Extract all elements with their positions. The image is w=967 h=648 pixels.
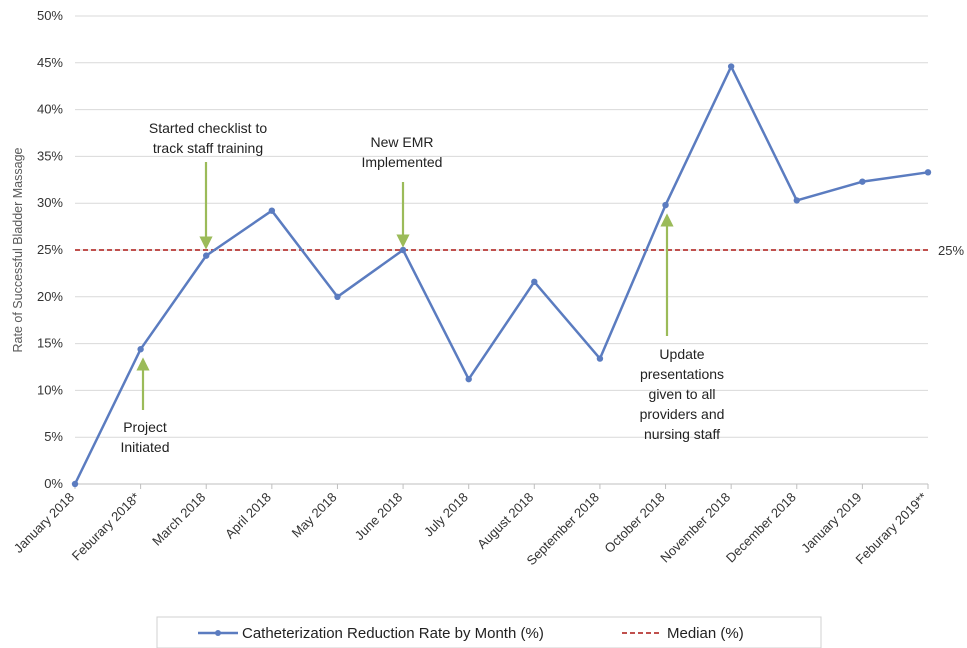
x-tick-label: Feburary 2019** — [853, 490, 931, 568]
data-point — [662, 201, 669, 209]
y-tick-label: 40% — [37, 102, 63, 117]
data-point — [399, 246, 407, 254]
y-tick-label: 20% — [37, 289, 63, 304]
data-point — [924, 169, 932, 176]
y-tick-label: 50% — [37, 8, 63, 23]
annotation-text: given to all — [649, 386, 716, 402]
x-tick-label: April 2018 — [222, 490, 274, 542]
annotation-text: nursing staff — [644, 426, 720, 442]
data-point — [268, 207, 276, 214]
y-axis-title: Rate of Successful Bladder Massage — [11, 147, 25, 352]
data-point — [137, 346, 144, 353]
x-tick-label: May 2018 — [289, 490, 340, 541]
annotation-text: Implemented — [362, 154, 443, 170]
annotation-text: Initiated — [120, 439, 169, 455]
legend-series-label: Catheterization Reduction Rate by Month … — [242, 625, 544, 642]
data-point — [465, 375, 472, 383]
legend-median-label: Median (%) — [667, 625, 744, 642]
y-tick-label: 35% — [37, 148, 63, 163]
x-tick-label: Feburary 2018* — [69, 490, 143, 564]
data-points — [71, 63, 932, 488]
data-point — [531, 278, 538, 286]
annotation-text: New EMR — [370, 134, 433, 150]
y-tick-label: 25% — [37, 242, 63, 257]
annotation-text: track staff training — [153, 140, 263, 156]
data-point — [71, 480, 79, 488]
data-point — [727, 63, 735, 70]
y-tick-label: 5% — [44, 429, 63, 444]
annotation-text: Project — [123, 419, 167, 435]
y-tick-label: 0% — [44, 476, 63, 491]
x-tick-label: January 2018 — [11, 490, 77, 556]
data-point — [859, 178, 866, 185]
gridlines — [75, 15, 928, 438]
series-line — [73, 65, 929, 485]
x-tick-label: July 2018 — [421, 490, 471, 540]
y-tick-label: 30% — [37, 195, 63, 210]
y-tick-label: 45% — [37, 55, 63, 70]
annotation-text: Started checklist to — [149, 120, 267, 136]
data-point — [334, 293, 341, 300]
annotation-text: presentations — [640, 366, 724, 382]
annotation-text: Update — [659, 346, 704, 362]
x-tick-label: January 2019 — [798, 490, 864, 556]
median-label: 25% — [938, 243, 964, 258]
x-tick-label: October 2018 — [601, 490, 667, 556]
y-axis-ticks: 0% 5% 10% 15% 20% 25% 30% 35% 40% 45% 50% — [37, 8, 63, 491]
x-tick-label: November 2018 — [657, 490, 733, 566]
legend-series-marker — [215, 630, 221, 636]
x-tick-label: August 2018 — [474, 490, 536, 552]
data-point — [793, 197, 800, 204]
annotation-text: providers and — [640, 406, 725, 422]
x-tick-label: June 2018 — [352, 490, 406, 544]
y-tick-label: 10% — [37, 382, 63, 397]
annotations: Project Initiated Started checklist to trac… — [120, 120, 724, 455]
data-point — [596, 355, 604, 362]
data-point — [203, 252, 210, 259]
x-tick-label: September 2018 — [523, 490, 602, 569]
y-tick-label: 15% — [37, 336, 63, 351]
x-tick-label: March 2018 — [149, 490, 208, 549]
x-tick-label: December 2018 — [723, 490, 799, 566]
legend: Catheterization Reduction Rate by Month … — [156, 616, 822, 648]
